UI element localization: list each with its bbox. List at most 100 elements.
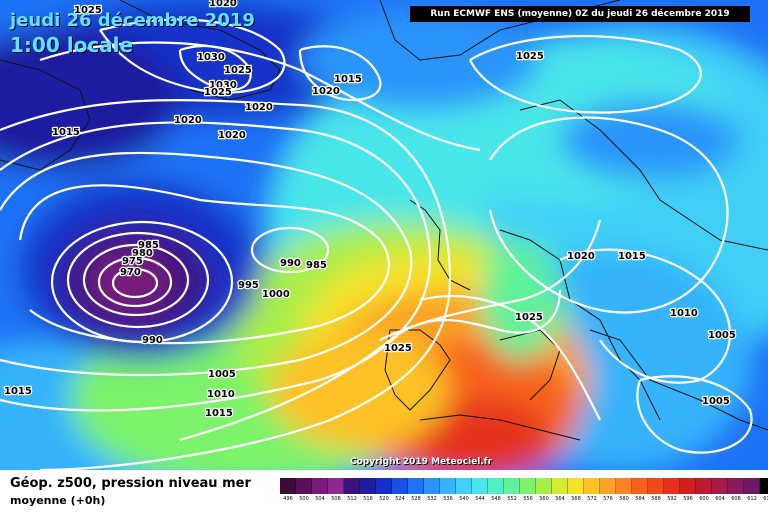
scale-swatch: 600: [696, 478, 712, 502]
scale-value: 508: [331, 496, 341, 502]
pressure-labels: 1025 1020 1030 1025 1030 1025 1020 1015 …: [3, 0, 737, 420]
scale-swatch: 576: [600, 478, 616, 502]
pressure-label: 980: [132, 248, 153, 259]
pressure-label: 1015: [205, 408, 233, 419]
scale-swatch: 544: [472, 478, 488, 502]
scale-swatch: 496: [280, 478, 296, 502]
pressure-label: 1020: [218, 130, 246, 141]
pressure-label: 990: [142, 335, 163, 346]
scale-value: 528: [411, 496, 421, 502]
isobars: [0, 18, 753, 470]
scale-value: 512: [347, 496, 357, 502]
scale-swatch: 536: [440, 478, 456, 502]
copyright-notice: Copyright 2019 Meteociel.fr: [350, 457, 493, 467]
forecast-date: jeudi 26 décembre 2019: [10, 10, 255, 31]
pressure-label: 1000: [262, 289, 290, 300]
scale-value: 612: [747, 496, 757, 502]
scale-value: 576: [603, 496, 613, 502]
scale-value: 540: [459, 496, 469, 502]
scale-value: 600: [699, 496, 709, 502]
scale-value: 564: [555, 496, 565, 502]
scale-swatch: 552: [504, 478, 520, 502]
pressure-label: 1010: [207, 389, 235, 400]
pressure-label: 1015: [334, 74, 362, 85]
scale-swatch: 592: [664, 478, 680, 502]
scale-swatch: 508: [328, 478, 344, 502]
scale-swatch: 580: [616, 478, 632, 502]
scale-value: 496: [283, 496, 293, 502]
scale-value: 572: [587, 496, 597, 502]
scale-swatch: 500: [296, 478, 312, 502]
pressure-label: 1020: [567, 251, 595, 262]
pressure-label: 970: [120, 267, 141, 278]
scale-swatch: 612: [744, 478, 760, 502]
scale-value: 524: [395, 496, 405, 502]
scale-value: 548: [491, 496, 501, 502]
map-title: Géop. z500, pression niveau mer: [10, 476, 251, 491]
scale-swatch: 540: [456, 478, 472, 502]
scale-value: 532: [427, 496, 437, 502]
scale-swatch: 528: [408, 478, 424, 502]
pressure-label: 975: [122, 256, 143, 267]
scale-swatch: 608: [728, 478, 744, 502]
pressure-label: 1020: [209, 0, 237, 9]
pressure-label: 1025: [515, 312, 543, 323]
scale-swatch: 532: [424, 478, 440, 502]
pressure-label: 985: [138, 240, 159, 251]
pressure-label: 1025: [74, 5, 102, 16]
scale-swatch: 588: [648, 478, 664, 502]
scale-value: 556: [523, 496, 533, 502]
scale-swatch: 556: [520, 478, 536, 502]
pressure-label: 985: [306, 260, 327, 271]
scale-value: 580: [619, 496, 629, 502]
pressure-label: 1030: [197, 52, 225, 63]
scale-value: 608: [731, 496, 741, 502]
scale-value: 516: [363, 496, 373, 502]
pressure-label: 1005: [708, 330, 736, 341]
pressure-label: 1015: [4, 386, 32, 397]
scale-swatch: 520: [376, 478, 392, 502]
scale-swatch: 572: [584, 478, 600, 502]
scale-swatch: 512: [344, 478, 360, 502]
scale-value: 500: [299, 496, 309, 502]
scale-swatch: 596: [680, 478, 696, 502]
scale-value: 584: [635, 496, 645, 502]
scale-value: 560: [539, 496, 549, 502]
scale-value: 552: [507, 496, 517, 502]
pressure-label: 1020: [312, 86, 340, 97]
geopotential-map: 1025 1020 1030 1025 1030 1025 1020 1015 …: [0, 0, 768, 470]
scale-value: 604: [715, 496, 725, 502]
pressure-label: 1025: [384, 343, 412, 354]
scale-value: 588: [651, 496, 661, 502]
scale-value: 520: [379, 496, 389, 502]
pressure-label: 995: [238, 280, 259, 291]
color-scale: 496 500 504 508 512 516 520 524 528 532 536 540 544 5…: [280, 478, 768, 502]
pressure-label: 990: [280, 258, 301, 269]
scale-swatch: 548: [488, 478, 504, 502]
pressure-label: 1020: [174, 115, 202, 126]
scale-swatch: 616: [760, 478, 768, 502]
pressure-label: 1010: [670, 308, 698, 319]
pressure-label: 1025: [224, 65, 252, 76]
pressure-label: 1030: [209, 80, 237, 91]
scale-value: 544: [475, 496, 485, 502]
scale-value: 596: [683, 496, 693, 502]
scale-value: 536: [443, 496, 453, 502]
scale-swatch: 564: [552, 478, 568, 502]
scale-value: 616: [763, 496, 768, 502]
scale-value: 504: [315, 496, 325, 502]
scale-swatch: 504: [312, 478, 328, 502]
scale-swatch: 568: [568, 478, 584, 502]
pressure-label: 1005: [208, 369, 236, 380]
z500-color-field: [0, 0, 768, 470]
pressure-label: 1020: [245, 102, 273, 113]
scale-swatch: 584: [632, 478, 648, 502]
scale-swatch: 524: [392, 478, 408, 502]
scale-swatch: 560: [536, 478, 552, 502]
pressure-label: 1025: [516, 51, 544, 62]
scale-swatch: 516: [360, 478, 376, 502]
forecast-time: 1:00 locale: [10, 33, 134, 57]
scale-swatch: 604: [712, 478, 728, 502]
legend-footer: Géop. z500, pression niveau mer moyenne …: [0, 470, 768, 512]
